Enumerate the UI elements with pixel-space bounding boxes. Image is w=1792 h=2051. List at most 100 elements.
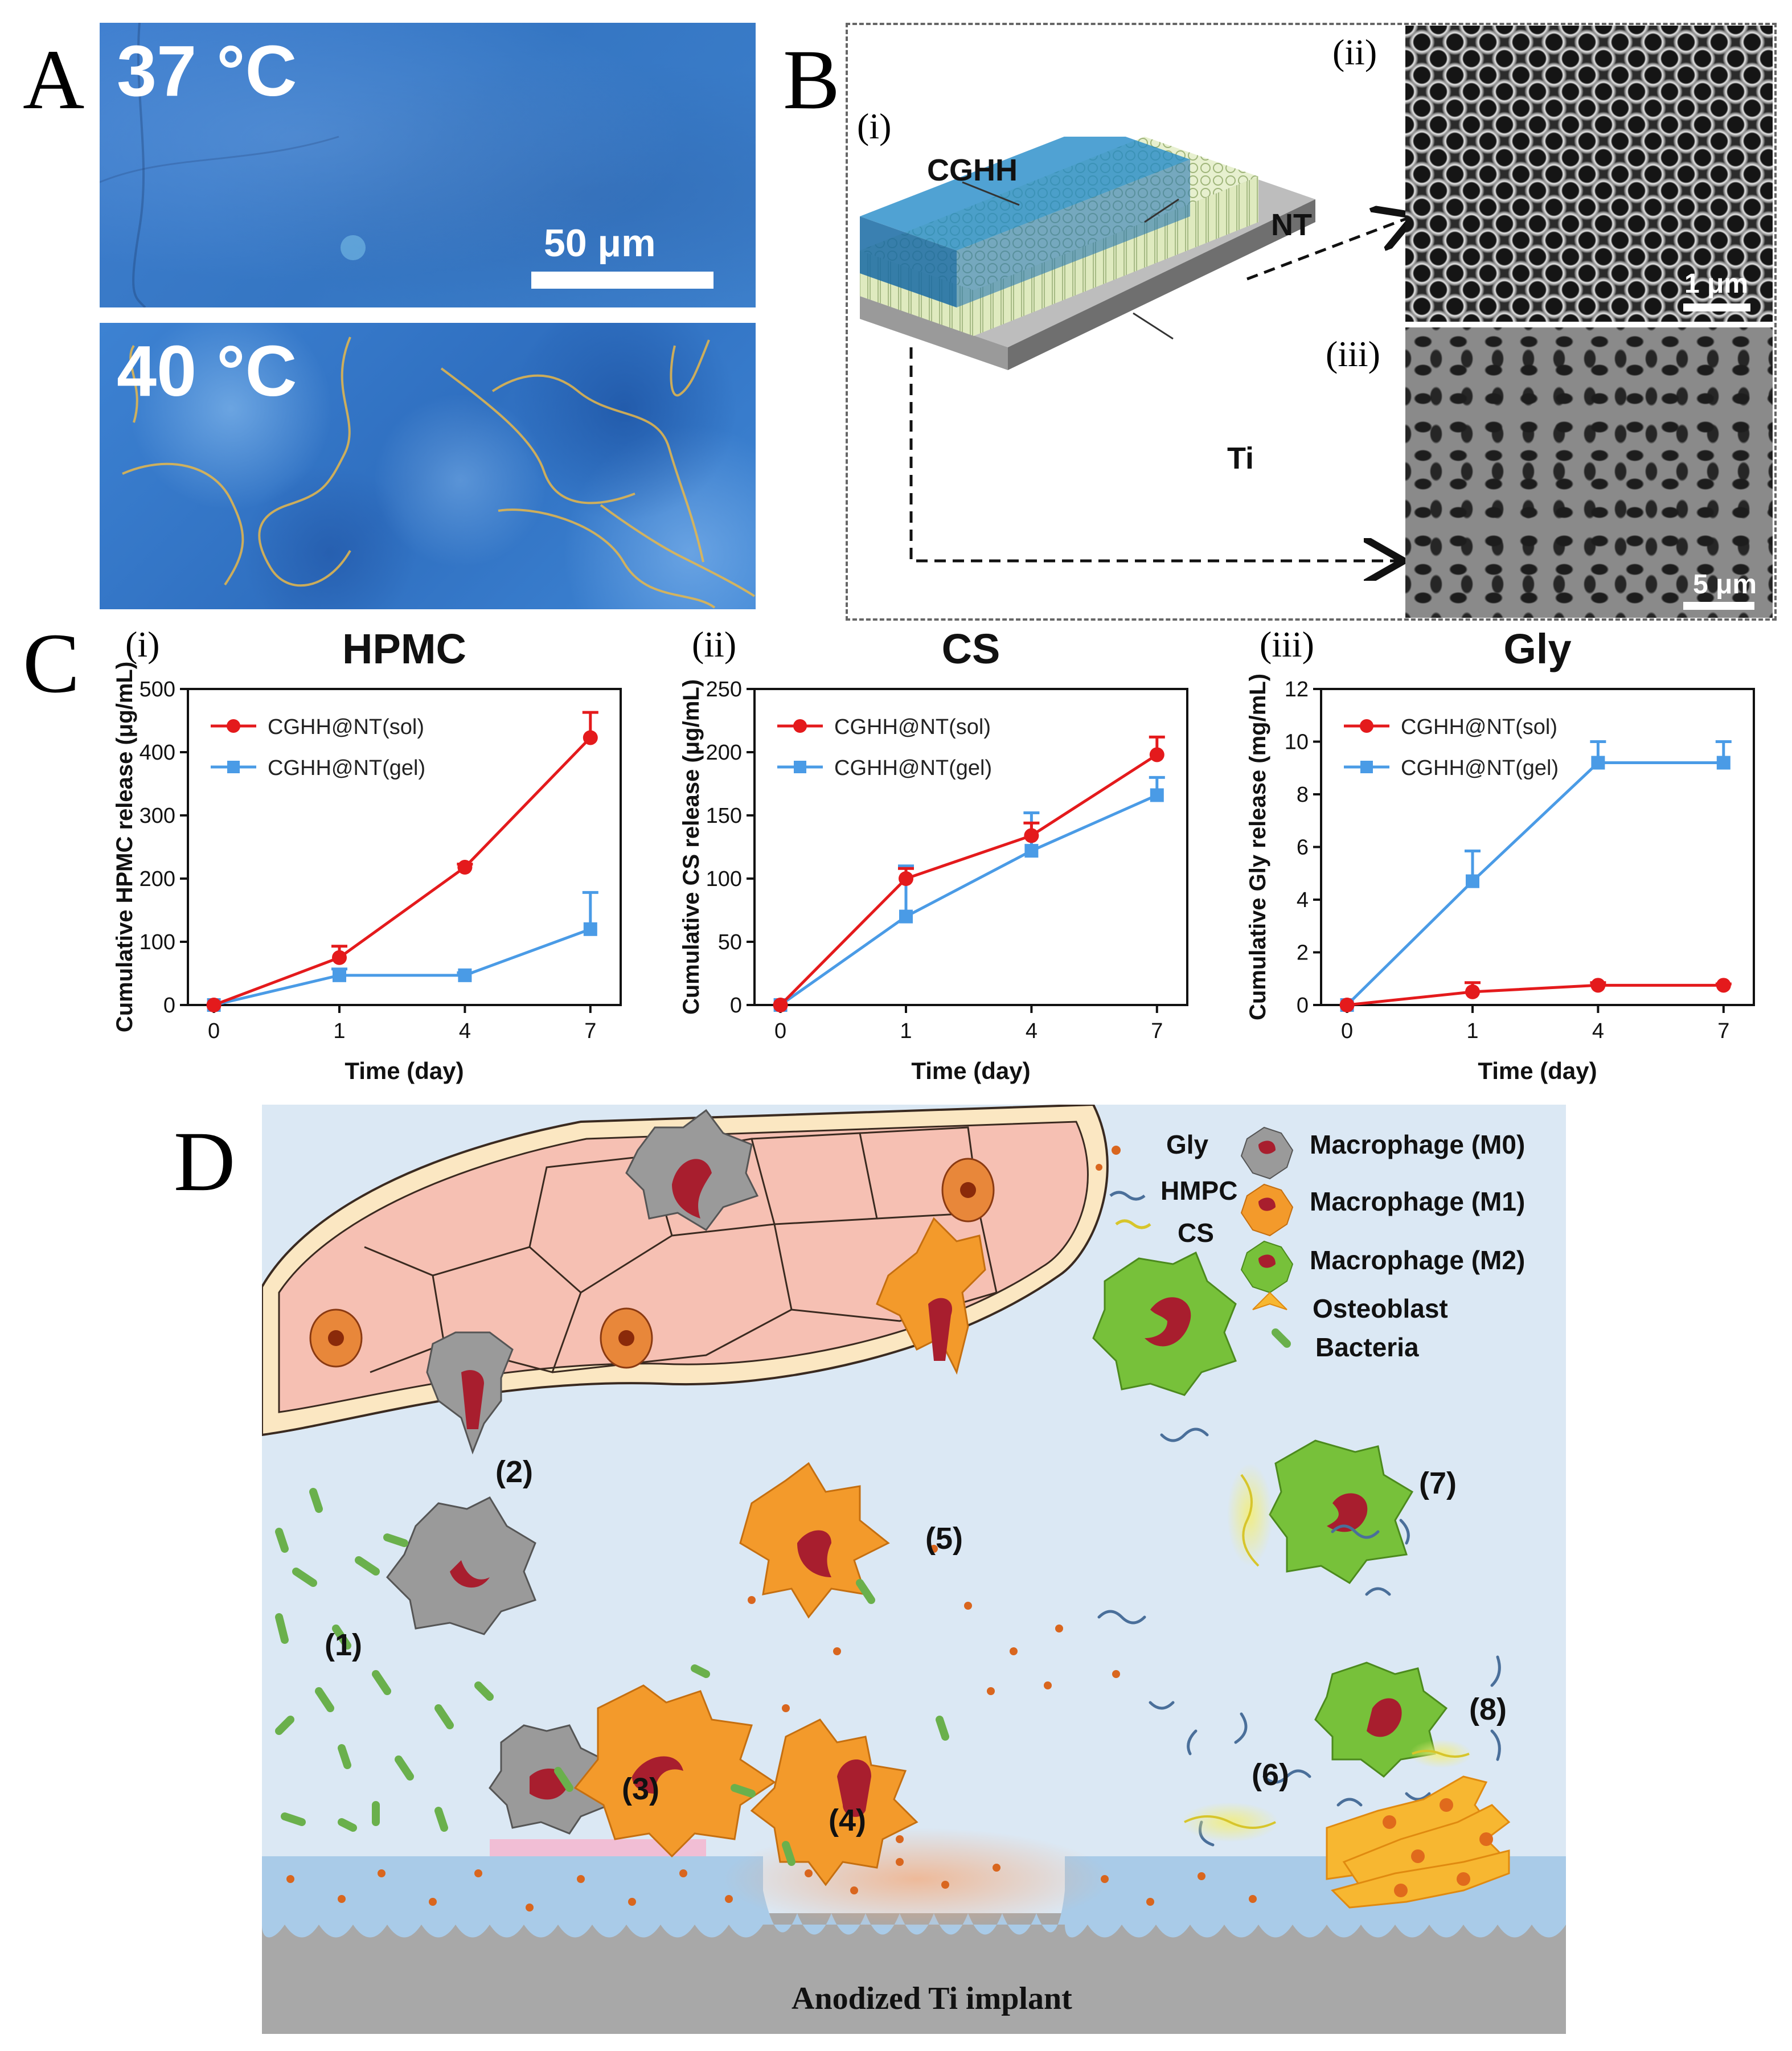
sem-ii-scale-bar (1683, 303, 1750, 311)
scale-bar-label: 50 μm (544, 221, 656, 265)
y-tick-label: 200 (140, 867, 175, 891)
data-point (332, 950, 347, 965)
data-point (1465, 984, 1480, 999)
plot-frame (187, 688, 622, 1006)
legend-marker (793, 719, 807, 733)
legend-marker (227, 719, 240, 733)
cghh-leader (962, 181, 1020, 206)
panel-label-b: B (783, 32, 840, 127)
step-label-1: (1) (325, 1628, 362, 1662)
sub-label-c-iii: (iii) (1260, 624, 1314, 664)
series-line-0 (1347, 983, 1724, 1007)
data-point (458, 968, 472, 982)
x-tick-label: 0 (1341, 1019, 1353, 1043)
legend-label: CGHH@NT(gel) (1401, 756, 1559, 780)
data-point (1466, 874, 1479, 888)
x-tick-label: 7 (1717, 1019, 1729, 1043)
y-tick-label: 12 (1285, 678, 1309, 702)
chart-title: CS (942, 632, 1000, 672)
sub-label-b-ii: (ii) (1332, 32, 1377, 72)
temperature-label-40: 40 °C (117, 331, 297, 411)
cs-chains (1182, 1463, 1472, 1842)
chart-cs: CS 0 50 100 150 200 250 0 1 4 7 Time (day) Cumulativ… (679, 632, 1188, 1084)
sem-iii-scale-label: 5 μm (1693, 569, 1757, 600)
y-tick-label: 10 (1285, 731, 1309, 754)
plot-frame (753, 688, 1188, 1006)
data-point (583, 730, 598, 745)
sem-nanotube-top-view: 1 μm (1405, 26, 1773, 322)
x-tick-label: 1 (333, 1019, 345, 1043)
y-tick-label: 0 (730, 994, 742, 1018)
series-line-1 (1346, 761, 1724, 1006)
step-label-5: (5) (925, 1521, 963, 1556)
scale-bar (531, 272, 713, 289)
y-tick-label: 50 (718, 930, 742, 954)
y-tick-label: 250 (706, 678, 742, 702)
y-tick-label: 4 (1297, 888, 1309, 912)
data-point (206, 998, 222, 1012)
legend-label: CGHH@NT(sol) (834, 715, 991, 739)
legend-icons (1096, 1126, 1294, 1348)
x-tick-label: 7 (584, 1019, 596, 1043)
step-label-6: (6) (1252, 1758, 1289, 1792)
legend-m0: Macrophage (M0) (1310, 1130, 1526, 1159)
macrophage-m1 (573, 1217, 986, 1886)
legend-gly: Gly (1166, 1130, 1209, 1159)
data-point (1024, 844, 1039, 858)
x-tick-label: 0 (208, 1019, 220, 1043)
legend-marker (794, 761, 806, 773)
data-point (1024, 828, 1039, 843)
sem-porous-surface: 5 μm (1405, 327, 1773, 618)
legend-marker (227, 761, 240, 773)
cghh-front (860, 216, 957, 307)
bacteria (275, 1488, 949, 1866)
data-point (1590, 978, 1606, 993)
series-line-1 (780, 794, 1158, 1007)
panel-b-frame (846, 23, 1777, 621)
ti-substrate-front (860, 296, 1008, 370)
data-point (773, 998, 788, 1012)
ti-substrate-right (1008, 199, 1315, 370)
x-tick-label: 4 (459, 1019, 471, 1043)
y-tick-label: 0 (1297, 994, 1309, 1018)
implant-label: Anodized Ti implant (792, 1981, 1072, 2016)
panel-label-a: A (23, 32, 85, 127)
step-label-8: (8) (1469, 1692, 1507, 1726)
y-tick-label: 0 (163, 994, 175, 1018)
data-point (1339, 998, 1355, 1012)
data-point (1150, 788, 1164, 802)
label-nt: NT (1271, 208, 1312, 242)
sub-label-c-i: (i) (125, 624, 160, 664)
data-point (1149, 747, 1164, 762)
chart-title: HPMC (342, 632, 466, 672)
y-axis-label: Cumulative HPMC release (μg/mL) (112, 662, 137, 1032)
legend-label: CGHH@NT(sol) (268, 715, 424, 739)
nt-leader (1144, 198, 1179, 223)
x-tick-label: 0 (774, 1019, 786, 1043)
macrophage-m0 (386, 1109, 759, 1835)
layered-structure-diagram (860, 137, 1315, 370)
panel-label-d: D (174, 1114, 236, 1209)
step-label-4: (4) (829, 1803, 866, 1837)
mechanism-illustration (262, 1105, 1566, 2034)
fiber-traces (122, 337, 756, 609)
y-axis-label: Cumulative CS release (μg/mL) (679, 679, 704, 1015)
label-cghh: CGHH (927, 153, 1018, 187)
series-line-0 (213, 736, 592, 1007)
series-line-0 (779, 753, 1158, 1006)
sem-ii-scale-label: 1 μm (1684, 269, 1749, 299)
x-axis-label: Time (day) (911, 1057, 1030, 1084)
micrograph-37c-texture (100, 23, 366, 307)
x-tick-label: 4 (1592, 1019, 1604, 1043)
sub-label-b-iii: (iii) (1326, 334, 1380, 374)
data-point (1716, 756, 1731, 770)
legend-label: CGHH@NT(gel) (834, 756, 992, 780)
legend-m1: Macrophage (M1) (1310, 1187, 1526, 1216)
data-point (1591, 756, 1605, 770)
panel-label-c: C (23, 616, 80, 711)
cghh-top (860, 137, 1190, 251)
legend-label: CGHH@NT(gel) (268, 756, 425, 780)
osteoblast-nuclei (1383, 1798, 1493, 1897)
legend-bacteria: Bacteria (1315, 1332, 1419, 1362)
ti-leader (1133, 312, 1174, 340)
